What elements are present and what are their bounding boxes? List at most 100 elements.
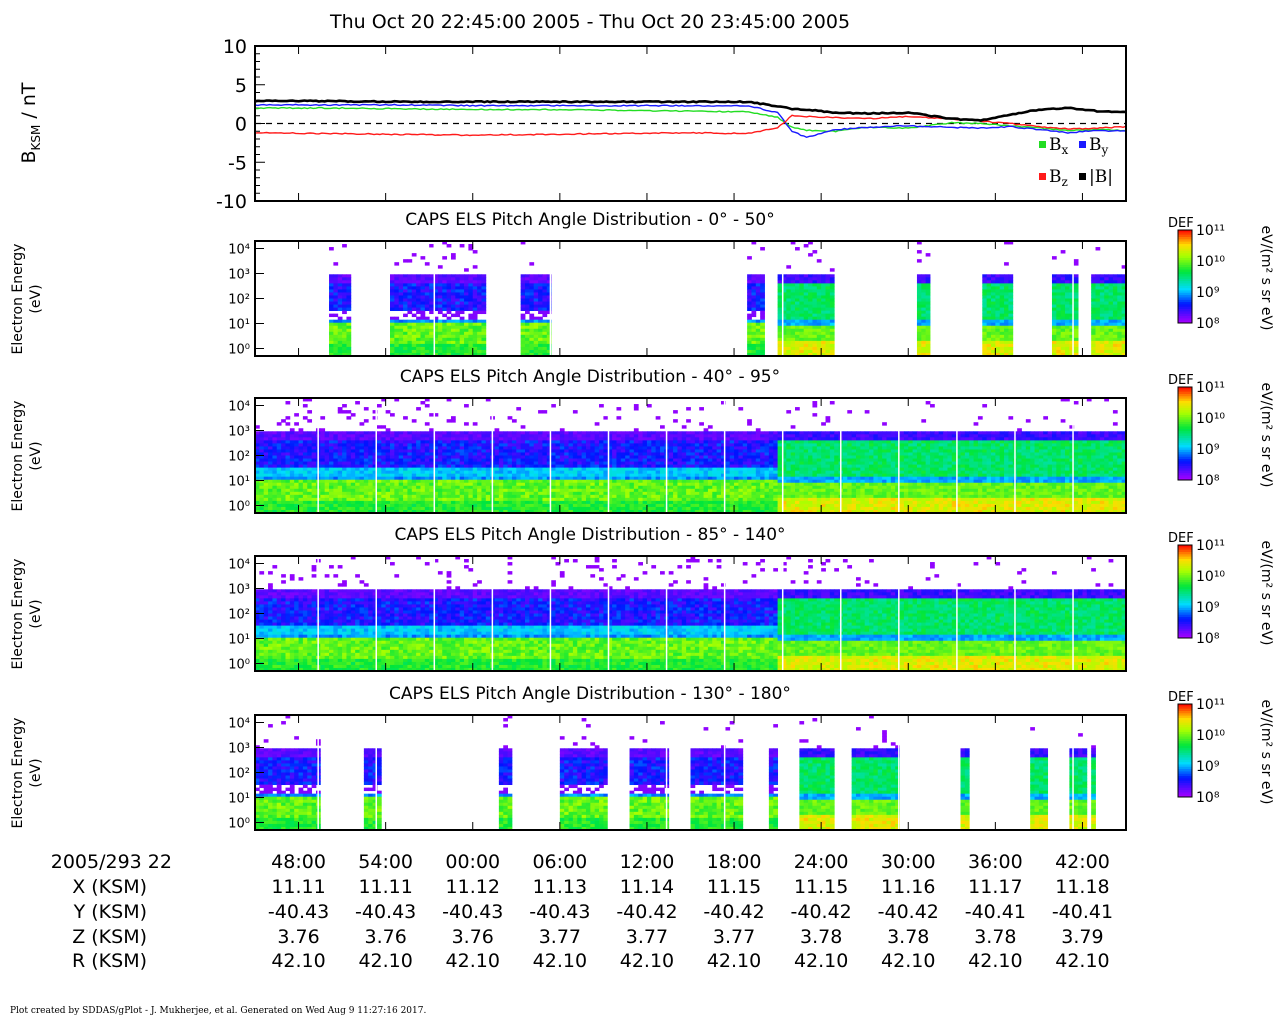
spectrogram-cell [699,482,704,487]
spectrogram-cell [289,464,295,469]
spectrogram-cell [982,283,988,287]
spectrogram-cell [411,331,417,336]
spectrogram-cell [925,292,931,296]
spectrogram-cell [803,349,809,354]
spectrogram-cell [311,482,317,487]
spectrogram-cell [311,431,317,435]
spectrogram-cell [546,310,552,315]
spectrogram-cell [612,479,617,484]
spectrogram-cell [1108,352,1114,357]
spectrogram-cell [446,244,452,248]
spectrogram-cell [359,485,365,490]
spectrogram-cell [751,241,757,245]
spectrogram-cell [1065,310,1070,315]
spectrogram-cell [816,286,822,290]
spectrogram-cell [799,337,805,342]
spectrogram-cell [995,283,1001,287]
spectrogram-cell [590,431,596,435]
spectrogram-cell [1091,286,1096,290]
spectrogram-cell [424,398,430,402]
spectrogram-cell [538,461,543,465]
spectrogram-cell [1060,343,1066,348]
spectrogram-cell [633,506,639,511]
spectrogram-cell [546,455,552,459]
spectrogram-cell [342,334,347,339]
spectrogram-cell [1004,343,1009,348]
spectrogram-cell [372,494,378,499]
spectrogram-cell [477,446,482,450]
spectrogram-cell [829,349,835,354]
spectrogram-cell [442,241,448,245]
spectrogram-cell [390,274,395,278]
spectrogram-cell [455,328,461,333]
spectrogram-cell [385,482,391,487]
spectrogram-cell [986,310,992,315]
spectrogram-cell [790,307,796,312]
spectrogram-cell [403,449,408,453]
spectrogram-cell [1065,340,1070,345]
spectrogram-cell [390,331,395,336]
spectrogram-cell [276,482,282,487]
spectrogram-cell [816,343,822,348]
spectrogram-cell [999,349,1005,354]
spectrogram-cell [477,280,482,284]
spectrogram-cell [781,328,787,333]
spectrogram-cell [529,497,535,502]
spectrogram-cell [503,443,508,447]
spectrogram-cell [446,506,452,511]
spectrogram-cell [686,437,691,441]
spectrogram-cell [1004,328,1009,333]
spectrogram-cell [546,446,552,450]
spectrogram-cell [668,503,674,508]
spectrogram-cell [542,464,548,469]
spectrogram-cell [1099,325,1105,330]
spectrogram-cell [520,301,526,305]
spectrogram-cell [302,455,308,459]
spectrogram-cell [372,458,378,462]
spectrogram-cell [533,455,539,459]
spectrogram-cell [468,461,474,465]
spectrogram-cell [446,398,452,402]
spectrogram-cell [424,262,430,266]
spectrogram-cell [825,325,831,330]
spectrogram-cell [285,467,291,472]
spectrogram-cell [416,286,421,290]
spectrogram-cell [681,458,687,462]
spectrogram-cell [276,461,282,465]
spectrogram-cell [416,274,421,278]
spectrogram-cell [363,455,369,459]
spectrogram-cell [1073,277,1079,281]
spectrogram-cell [459,464,465,469]
spectrogram-cell [999,307,1005,312]
spectrogram-cell [359,491,365,496]
spectrogram-cell [272,506,278,511]
spectrogram-cell [995,340,1001,345]
spectrogram-cell [546,343,552,348]
spectrogram-cell [342,446,347,450]
spectrogram-cell [1008,331,1014,336]
spectrogram-cell [455,292,461,296]
spectrogram-cell [1112,304,1118,308]
spectrogram-cell [355,458,360,462]
spectrogram-cell [577,443,583,447]
spectrogram-cell [263,458,269,462]
spectrogram-cell [394,325,400,330]
spectrogram-cell [346,331,352,336]
spectrogram-cell [1051,331,1057,336]
spectrogram-cell [511,458,517,462]
spectrogram-cell [568,470,574,475]
spectrogram-cell [781,280,787,284]
spectrogram-cell [329,467,334,472]
spectrogram-cell [651,509,657,514]
spectrogram-cell [455,461,461,465]
spectrogram-cell [429,443,434,447]
spectrogram-cell [825,295,831,299]
spectrogram-cell [298,506,304,511]
spectrogram-cell [446,497,452,502]
spectrogram-cell [259,467,265,472]
spectrogram-cell [1121,298,1127,302]
spectrogram-cell [799,283,805,287]
spectrogram-cell [638,455,643,459]
spectrogram-cell [276,443,282,447]
spectrogram-cell [668,449,674,453]
